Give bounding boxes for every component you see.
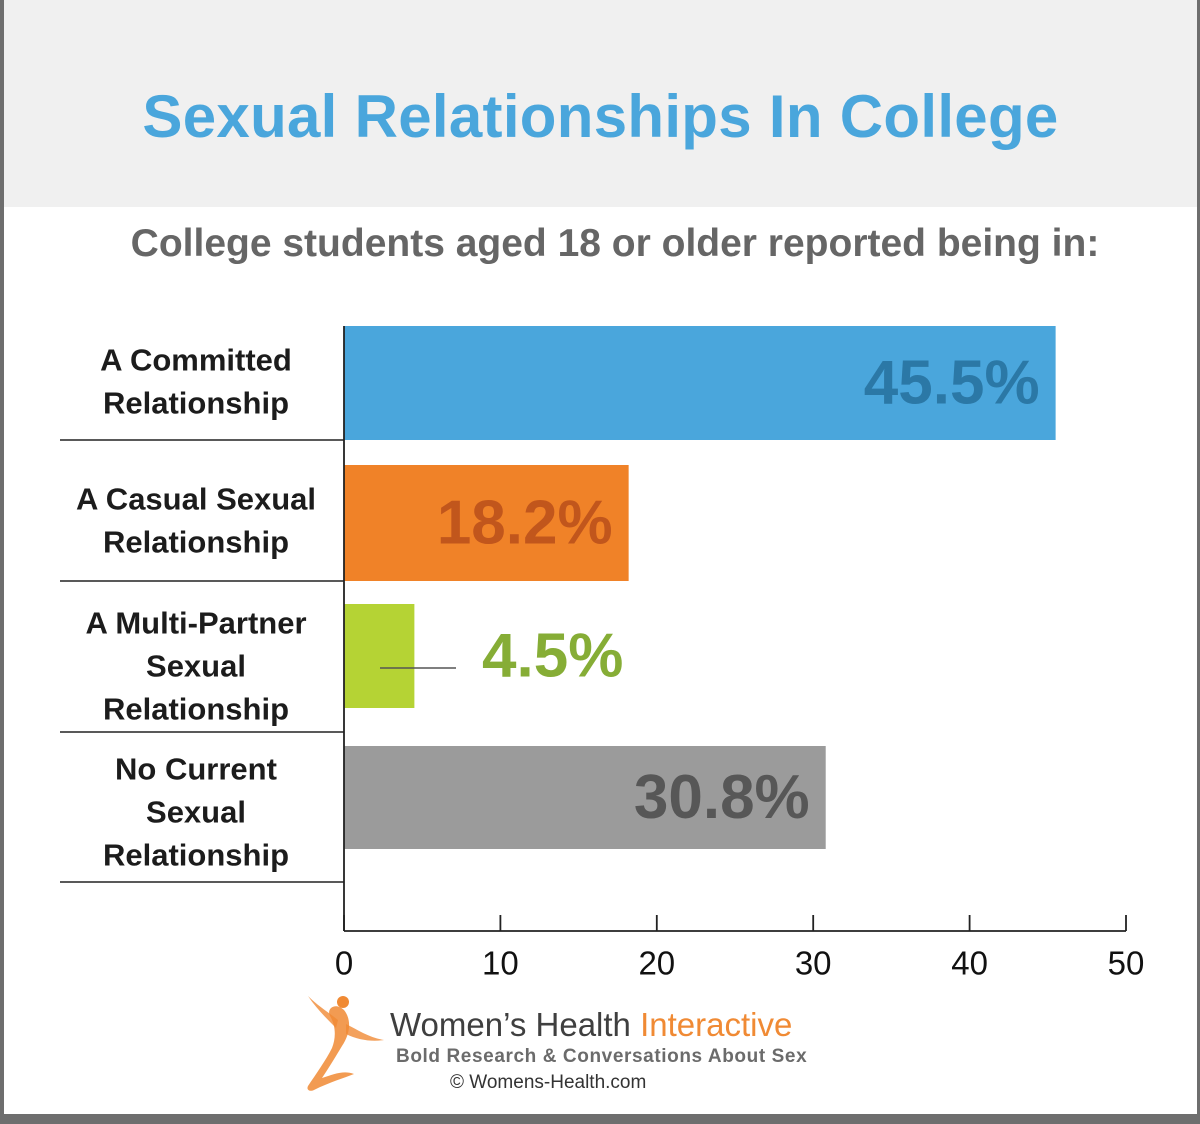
category-label-1-1: Relationship [103,525,289,560]
bar-0 [344,326,1056,440]
x-tick-label-0: 0 [335,945,353,982]
title-banner: Sexual Relationships In College [4,0,1197,207]
category-label-0-0: A Committed [100,343,292,378]
category-label-2-2: Relationship [103,692,289,727]
bar-1 [344,465,629,581]
brand-tagline: Bold Research & Conversations About Sex [396,1046,808,1067]
chart-subtitle: College students aged 18 or older report… [130,222,1100,265]
brand-name: Women’s Health Interactive [390,1006,792,1044]
value-label-2: 4.5% [482,622,623,691]
dancer-icon [307,996,384,1091]
x-tick-label-1: 10 [482,945,519,982]
value-label-3: 30.8% [634,763,810,832]
x-tick-label-3: 30 [795,945,832,982]
bar-3 [344,746,826,849]
x-tick-label-4: 40 [951,945,988,982]
category-label-3-2: Relationship [103,838,289,873]
category-label-3-0: No Current [115,752,277,787]
category-label-0-1: Relationship [103,386,289,421]
bar-chart: 45.5% A Committed Relationship 18.2% A Casua… [60,326,1145,982]
category-label-2-1: Sexual [146,649,246,684]
x-tick-label-2: 20 [638,945,675,982]
value-label-1: 18.2% [437,489,613,558]
bar-2 [344,604,415,708]
value-label-0: 45.5% [864,349,1040,418]
category-label-1-0: A Casual Sexual [76,482,316,517]
category-label-2-0: A Multi-Partner [85,606,306,641]
brand-accent: Interactive [640,1006,793,1043]
brand-main: Women’s Health [390,1006,631,1043]
x-tick-label-5: 50 [1108,945,1145,982]
copyright: © Womens-Health.com [450,1072,647,1093]
footer-logo: Women’s Health Interactive Bold Research… [300,990,860,1100]
chart-title: Sexual Relationships In College [142,83,1059,150]
category-label-3-1: Sexual [146,795,246,830]
